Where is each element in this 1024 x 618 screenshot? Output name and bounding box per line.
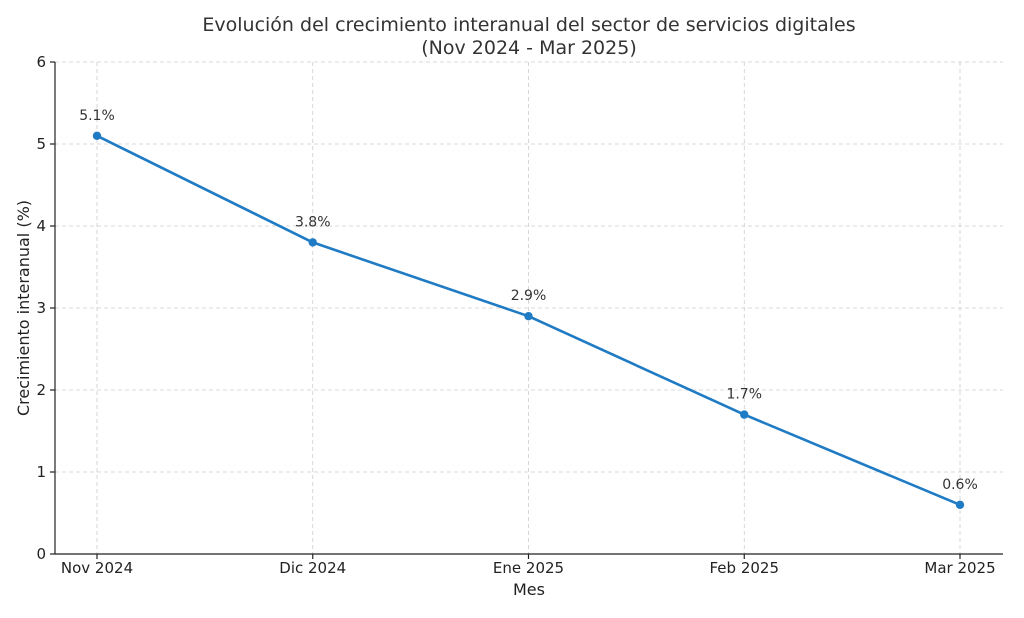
- data-point: [740, 410, 749, 419]
- series: 5.1% 3.8% 2.9% 1.7% 0.6%: [79, 108, 978, 509]
- y-tick-label: 2: [36, 381, 46, 399]
- x-axis-label: Mes: [513, 580, 545, 599]
- y-tick-label: 0: [36, 545, 46, 563]
- data-label: 1.7%: [726, 387, 762, 403]
- y-tick-label: 6: [36, 53, 46, 71]
- y-tick-label: 4: [36, 217, 46, 235]
- y-tick-label: 1: [36, 463, 46, 481]
- axis-spine: [54, 62, 1003, 555]
- grid: [55, 61, 1003, 555]
- data-point: [92, 131, 102, 140]
- data-point: [955, 500, 965, 509]
- data-label: 0.6%: [942, 477, 978, 493]
- x-tick-label: Mar 2025: [924, 559, 995, 577]
- x-tick-label: Dic 2024: [279, 559, 346, 577]
- chart-subtitle: (Nov 2024 - Mar 2025): [421, 37, 636, 59]
- data-label: 3.8%: [295, 214, 331, 230]
- data-label: 5.1%: [79, 108, 115, 124]
- data-point: [524, 312, 533, 321]
- data-point: [308, 238, 317, 247]
- y-tick-label: 5: [36, 135, 46, 153]
- x-tick-label: Feb 2025: [710, 559, 780, 577]
- x-tick-label: Nov 2024: [61, 559, 133, 577]
- axes: [50, 61, 1003, 559]
- data-label: 2.9%: [511, 288, 547, 304]
- y-axis-label: Crecimiento interanual (%): [14, 200, 33, 416]
- x-tick-label: Ene 2025: [493, 559, 564, 577]
- chart-title: Evolución del crecimiento interanual del…: [202, 14, 855, 36]
- y-tick-label: 3: [36, 299, 46, 317]
- tick-labels: 0 1 2 3 4 5 6 Nov 2024 Dic 2024 Ene 2025 Feb 2025 M…: [36, 53, 995, 577]
